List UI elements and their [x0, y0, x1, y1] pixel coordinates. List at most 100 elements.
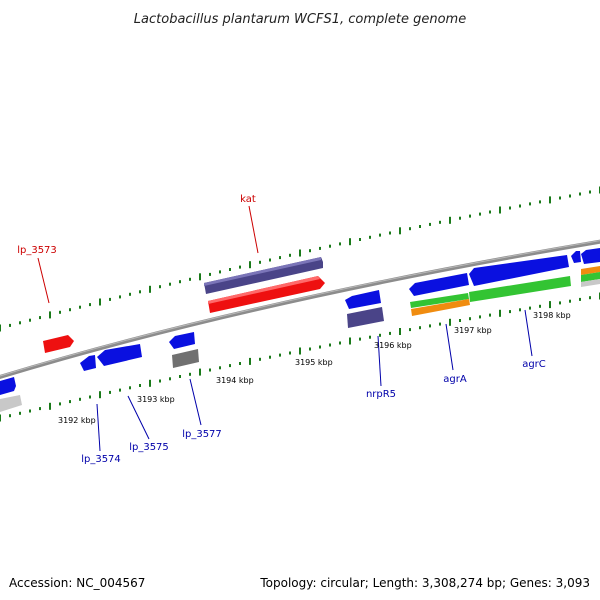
outer-tick-18 [179, 280, 181, 284]
outer-tick-13 [129, 292, 131, 296]
outer-tick-39 [389, 231, 391, 235]
inner-tick-45 [449, 318, 451, 326]
outer-tick-26 [259, 260, 261, 264]
gene-right-edge-blue-b[interactable] [581, 248, 600, 264]
outer-tick-49 [489, 210, 491, 214]
genome-backbone [0, 239, 600, 380]
outer-tick-3 [29, 318, 31, 322]
outer-tick-37 [369, 235, 371, 239]
gene-agrC-green[interactable] [469, 276, 571, 302]
inner-tick-40 [399, 328, 401, 335]
gene-lp-3575[interactable] [97, 344, 142, 366]
label-agrA[interactable]: agrA [443, 374, 467, 385]
outer-tick-8 [79, 305, 81, 309]
inner-tick-52 [519, 308, 521, 312]
inner-tick-14 [139, 384, 141, 387]
outer-tick-27 [269, 258, 271, 262]
label-leader-lines [37, 205, 533, 452]
tick-label-3197: 3197 kbp [454, 326, 492, 335]
label-lp-3574[interactable]: lp_3574 [81, 454, 121, 465]
tick-label-3196: 3196 kbp [374, 341, 412, 350]
inner-tick-43 [429, 324, 431, 328]
gene-left-edge-blue[interactable] [0, 377, 16, 395]
gene-agrA-green[interactable] [410, 293, 469, 308]
outer-tick-22 [219, 270, 221, 274]
inner-tick-15 [149, 379, 151, 387]
inner-tick-23 [229, 364, 231, 368]
inner-tick-44 [439, 322, 441, 326]
inner-tick-41 [409, 328, 411, 332]
inner-tick-48 [479, 315, 481, 319]
outer-tick-36 [359, 238, 361, 241]
outer-tick-46 [459, 216, 461, 220]
leader-lp-3574 [96, 403, 101, 452]
label-lp-3575[interactable]: lp_3575 [129, 442, 169, 453]
outer-tick-43 [429, 222, 431, 226]
gene-kat-purple[interactable] [204, 257, 323, 294]
genome-summary-text: Topology: circular; Length: 3,308,274 bp… [259, 576, 590, 590]
inner-tick-12 [119, 388, 121, 392]
outer-tick-5 [49, 311, 51, 319]
inner-tick-25 [249, 357, 251, 365]
inner-tick-35 [349, 337, 351, 345]
inner-tick-13 [129, 386, 131, 390]
outer-tick-7 [69, 308, 71, 312]
outer-tick-17 [169, 282, 171, 286]
inner-tick-row [0, 292, 600, 422]
inner-tick-2 [19, 411, 21, 415]
outer-tick-1 [9, 323, 11, 327]
gene-left-edge-lightgray[interactable] [0, 395, 22, 412]
gene-right-edge-blue-a[interactable] [571, 251, 581, 263]
gene-kat-red[interactable] [208, 276, 325, 313]
outer-tick-48 [479, 212, 481, 216]
label-kat[interactable]: kat [240, 194, 256, 205]
inner-tick-18 [179, 375, 181, 378]
gene-lp-3573[interactable] [43, 335, 74, 353]
outer-tick-52 [519, 204, 521, 208]
leader-lp-3577 [189, 378, 202, 426]
outer-tick-16 [159, 285, 161, 289]
outer-tick-21 [209, 272, 211, 276]
inner-tick-50 [499, 309, 501, 317]
label-agrC[interactable]: agrC [522, 359, 546, 370]
label-lp-3577[interactable]: lp_3577 [182, 429, 222, 440]
inner-tick-27 [269, 355, 271, 359]
inner-tick-57 [569, 299, 571, 303]
gene-lp-3577-blue[interactable] [169, 332, 195, 349]
outer-tick-0 [0, 324, 1, 332]
outer-tick-24 [239, 265, 241, 269]
outer-tick-34 [339, 242, 341, 246]
gene-right-edge-lightgray[interactable] [581, 279, 600, 287]
inner-tick-26 [259, 357, 261, 361]
inner-tick-24 [239, 362, 241, 365]
outer-tick-row [0, 186, 600, 332]
gene-agrC-blue[interactable] [469, 255, 569, 286]
inner-tick-31 [309, 347, 311, 351]
inner-tick-22 [219, 366, 221, 370]
inner-tick-30 [299, 347, 301, 355]
outer-tick-53 [529, 202, 531, 206]
label-nrpR5[interactable]: nrpR5 [366, 389, 396, 400]
outer-tick-6 [59, 310, 61, 314]
tick-labels: 3192 kbp 3193 kbp 3194 kbp 3195 kbp 3196… [58, 311, 571, 425]
gene-agrA-orange[interactable] [411, 299, 470, 316]
outer-tick-56 [559, 196, 561, 200]
gene-right-edge-green[interactable] [581, 272, 600, 282]
gene-agrA-blue[interactable] [409, 273, 469, 296]
inner-tick-6 [59, 402, 61, 406]
gene-nrpR5-blue[interactable] [345, 290, 381, 309]
genome-backbone-highlight [0, 240, 600, 377]
inner-tick-59 [589, 296, 591, 300]
inner-tick-19 [189, 372, 191, 376]
gene-lp-3577-gray[interactable] [172, 349, 199, 368]
inner-tick-53 [529, 306, 531, 310]
outer-tick-25 [249, 261, 251, 269]
outer-tick-59 [589, 190, 591, 194]
gene-lp-3574[interactable] [80, 355, 96, 371]
label-lp-3573[interactable]: lp_3573 [17, 245, 57, 256]
gene-nrpR5-purple[interactable] [347, 307, 384, 328]
inner-tick-4 [39, 407, 41, 411]
outer-tick-54 [539, 200, 541, 204]
outer-tick-30 [299, 249, 301, 257]
